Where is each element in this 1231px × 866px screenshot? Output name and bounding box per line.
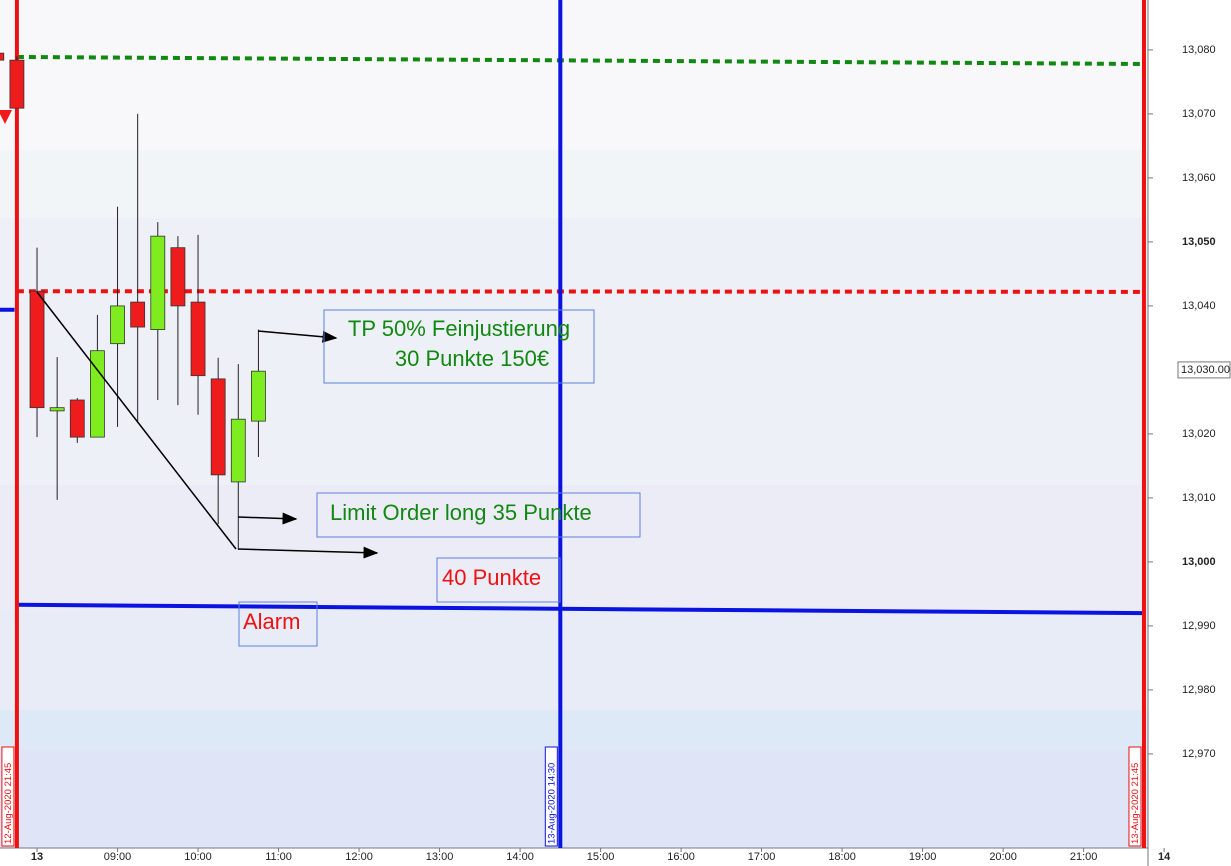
annotation: TP 50% Feinjustierung 30 Punkte 150€: [323, 309, 595, 384]
line-label-box: [544, 746, 558, 847]
candle-body: [190, 301, 206, 377]
x-tick-label: 16:00: [667, 851, 695, 863]
annotation: Alarm: [238, 601, 318, 647]
annotation-text: 30 Punkte 150€: [395, 346, 549, 371]
y-tick-label: 12,990: [1182, 620, 1216, 632]
candle-body: [0, 52, 5, 61]
y-tick-label: 13,060: [1182, 172, 1216, 184]
y-tick-label: 13,070: [1182, 108, 1216, 120]
line-label: 13-Aug-2020 14:30: [546, 763, 557, 844]
candle-body: [251, 370, 266, 422]
candle-body: [110, 305, 125, 345]
annotation-text: Limit Order long 35 Punkte: [330, 500, 592, 525]
candle-body: [90, 350, 105, 438]
candle-body: [9, 59, 25, 109]
y-tick-label: 12,970: [1182, 748, 1216, 760]
y-tick-label: 12,980: [1182, 684, 1216, 696]
line-label-box: [1128, 746, 1142, 847]
x-tick-label: 20:00: [989, 851, 1017, 863]
line-label: 13-Aug-2020 21:45: [1130, 763, 1141, 844]
y-tick-label: 13,080: [1182, 44, 1216, 56]
signal-arrow: [0, 110, 12, 124]
y-tick-label: 13,020: [1182, 428, 1216, 440]
horizontal-line: [16, 289, 1144, 294]
background-bands: [0, 150, 1148, 848]
candle-body: [130, 301, 146, 328]
candle-body: [69, 399, 85, 438]
y-tick-label: 13,050: [1182, 236, 1216, 248]
x-tick-label: 10:00: [184, 851, 212, 863]
time-axis: [0, 848, 1148, 866]
last-price-box: [1177, 361, 1231, 379]
horizontal-line: [16, 602, 1144, 616]
arrows: [36, 291, 379, 559]
annotation: 40 Punkte: [436, 557, 561, 603]
x-tick-label: 15:00: [587, 851, 615, 863]
candle-body: [170, 247, 186, 307]
x-tick-label: 11:00: [265, 851, 292, 863]
candle-body: [150, 235, 166, 331]
x-tick-label: 21:00: [1070, 851, 1098, 863]
x-tick-label: 18:00: [828, 851, 856, 863]
line-label-box: [1, 746, 15, 847]
y-tick-label: 13,040: [1182, 300, 1216, 312]
x-tick-label: 13: [31, 851, 43, 863]
x-tick-label: 13:00: [426, 851, 454, 863]
candle-body: [29, 290, 45, 409]
price-axis: [1148, 0, 1231, 866]
last-price-label: 13,030.00: [1181, 364, 1230, 376]
x-tick-label: 09:00: [104, 851, 132, 863]
candle-body: [49, 407, 65, 412]
candle-body: [230, 418, 246, 483]
x-tick-label: 17:00: [748, 851, 776, 863]
x-tick-label: 14:00: [506, 851, 534, 863]
annotation: Limit Order long 35 Punkte: [316, 492, 641, 538]
horizontal-line: [16, 54, 1144, 66]
y-tick-label: 13,000: [1182, 556, 1216, 568]
x-tick-label: 19:00: [909, 851, 937, 863]
x-tick-label: 14: [1158, 851, 1171, 863]
candle-body: [210, 378, 226, 476]
annotation-text: Alarm: [243, 609, 300, 634]
line-label: 12-Aug-2020 21:45: [3, 763, 14, 844]
y-tick-label: 13,010: [1182, 492, 1216, 504]
annotation-text: 40 Punkte: [442, 565, 541, 590]
x-tick-label: 12:00: [345, 851, 373, 863]
annotation-text: TP 50% Feinjustierung: [348, 316, 570, 341]
